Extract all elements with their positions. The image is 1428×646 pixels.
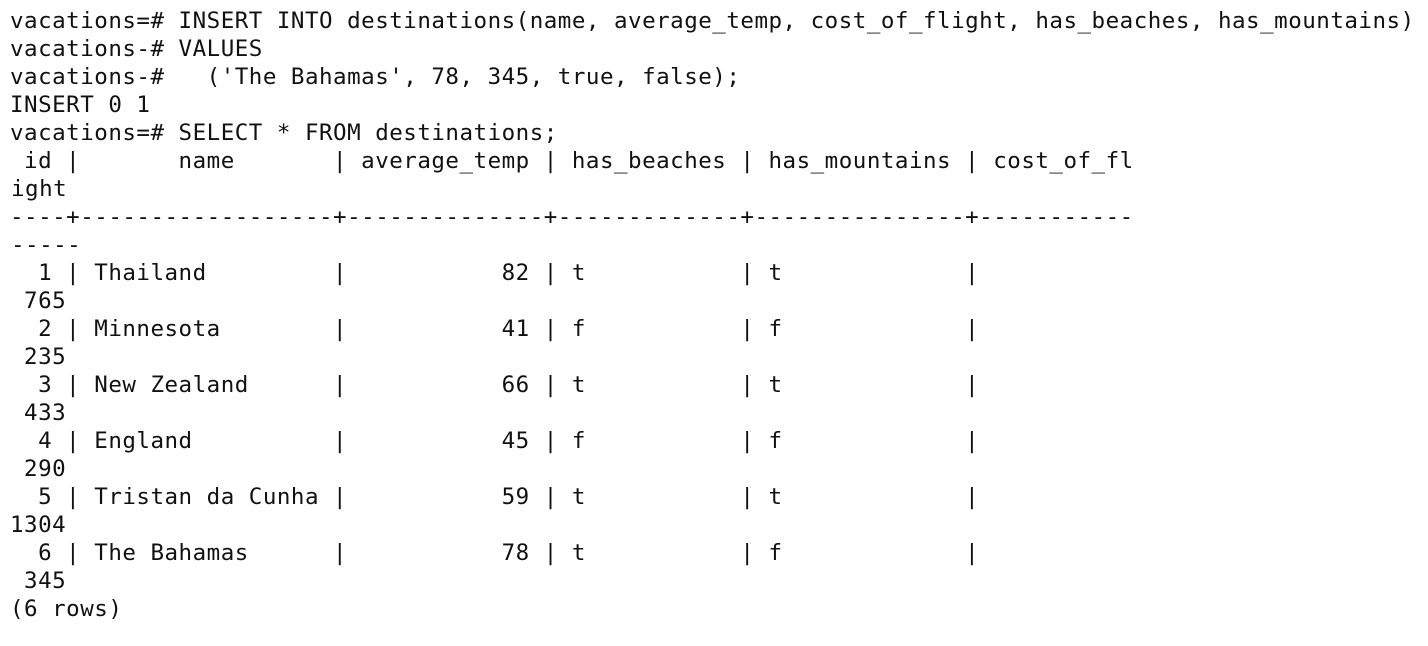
terminal-line-text: 1304: [10, 512, 67, 538]
terminal-line: 290: [10, 455, 1420, 483]
terminal-line-text: 5 | Tristan da Cunha | 59 | t | t |: [10, 484, 980, 510]
terminal-line: 5 | Tristan da Cunha | 59 | t | t |: [10, 483, 1420, 511]
terminal-line: vacations-# VALUES: [10, 35, 1420, 63]
terminal-line-text: id | name | average_temp | has_beaches |…: [10, 148, 1134, 174]
terminal-line-text: 345: [10, 568, 67, 594]
terminal-output[interactable]: vacations=# INSERT INTO destinations(nam…: [10, 7, 1420, 639]
terminal-line: 1304: [10, 511, 1420, 539]
terminal-line: 345: [10, 567, 1420, 595]
terminal-line: vacations=# INSERT INTO destinations(nam…: [10, 7, 1420, 35]
terminal-line-text: vacations=# INSERT INTO destinations(nam…: [10, 8, 1415, 34]
terminal-line-text: 1 | Thailand | 82 | t | t |: [10, 260, 980, 286]
terminal-line-text: 290: [10, 456, 67, 482]
terminal-line: (6 rows): [10, 595, 1420, 623]
terminal-line: ----+------------------+--------------+-…: [10, 203, 1420, 231]
terminal-line: -----: [10, 231, 1420, 259]
terminal-line-text: -----: [11, 232, 82, 258]
terminal-line: 4 | England | 45 | f | f |: [10, 427, 1420, 455]
terminal-line-text: 765: [10, 288, 67, 314]
terminal-line-text: (6 rows): [10, 596, 123, 622]
terminal-line-text: vacations-# ('The Bahamas', 78, 345, tru…: [10, 64, 741, 90]
terminal-line-text: 4 | England | 45 | f | f |: [10, 428, 980, 454]
terminal-line: vacations=# SELECT * FROM destinations;: [10, 119, 1420, 147]
terminal-line: 2 | Minnesota | 41 | f | f |: [10, 315, 1420, 343]
terminal-line: INSERT 0 1: [10, 91, 1420, 119]
terminal-line: 1 | Thailand | 82 | t | t |: [10, 259, 1420, 287]
terminal-line: 433: [10, 399, 1420, 427]
terminal-line-text: 3 | New Zealand | 66 | t | t |: [10, 372, 980, 398]
terminal-line: 3 | New Zealand | 66 | t | t |: [10, 371, 1420, 399]
terminal-line-text: 433: [10, 400, 67, 426]
terminal-line-text: 6 | The Bahamas | 78 | t | f |: [10, 540, 980, 566]
terminal-line: 235: [10, 343, 1420, 371]
terminal-line-text: vacations-# VALUES: [10, 36, 263, 62]
terminal-line: vacations-# ('The Bahamas', 78, 345, tru…: [10, 63, 1420, 91]
terminal-line: ight: [10, 175, 1420, 203]
terminal-line: id | name | average_temp | has_beaches |…: [10, 147, 1420, 175]
terminal-line-text: INSERT 0 1: [10, 92, 151, 118]
terminal-line: 765: [10, 287, 1420, 315]
terminal-line-text: ----+------------------+--------------+-…: [10, 204, 1134, 230]
terminal-line-text: 235: [10, 344, 67, 370]
terminal-line-text: ight: [11, 176, 68, 202]
terminal-line-text: vacations=# SELECT * FROM destinations;: [10, 120, 558, 146]
terminal-line: 6 | The Bahamas | 78 | t | f |: [10, 539, 1420, 567]
terminal-line-text: 2 | Minnesota | 41 | f | f |: [10, 316, 980, 342]
